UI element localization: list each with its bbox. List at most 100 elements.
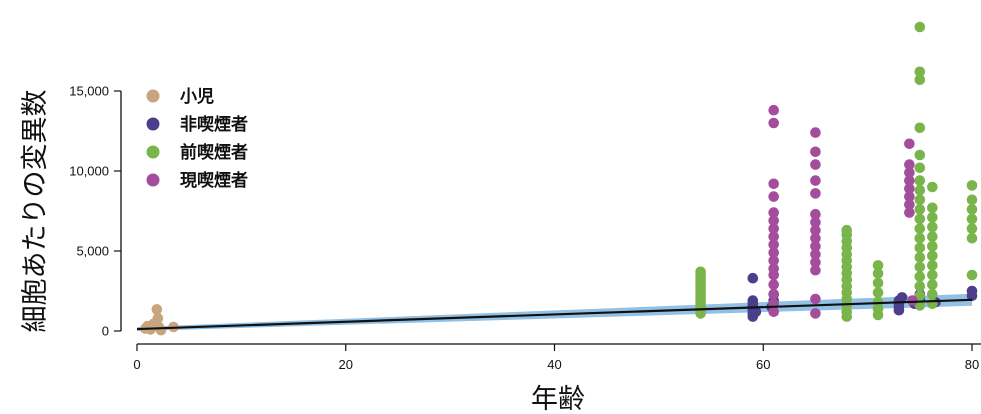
data-point — [904, 183, 915, 194]
data-point — [750, 306, 762, 318]
legend-label: 小児 — [180, 87, 214, 107]
data-point — [810, 264, 821, 276]
data-point — [768, 239, 779, 250]
data-point — [914, 242, 926, 254]
y-tick-label: 15,000 — [69, 84, 109, 99]
data-point — [966, 285, 978, 297]
data-point — [904, 175, 915, 186]
data-point — [151, 304, 163, 315]
data-point — [966, 213, 978, 225]
x-axis-title: 年齢 — [531, 384, 585, 414]
data-point — [914, 204, 926, 215]
data-point — [810, 188, 821, 199]
data-point — [872, 287, 884, 298]
data-point — [914, 194, 926, 206]
data-point — [966, 204, 978, 215]
data-point — [810, 224, 821, 236]
data-point — [914, 232, 926, 244]
x-tick-label: 20 — [339, 357, 353, 372]
y-axis-title: 細胞あたりの変異数 — [20, 90, 51, 333]
data-point — [914, 271, 926, 282]
x-tick-label: 60 — [756, 357, 770, 372]
data-point — [914, 280, 926, 292]
data-point — [914, 184, 926, 196]
data-point — [768, 104, 779, 116]
data-point — [927, 221, 938, 233]
x-tick-label: 80 — [965, 357, 979, 372]
data-point — [904, 207, 915, 218]
data-point — [768, 231, 779, 242]
data-point — [768, 223, 779, 234]
data-point — [810, 216, 821, 228]
y-ticks: 0 5,000 10,000 15,000 — [69, 84, 121, 339]
data-point — [966, 232, 978, 244]
legend-marker — [146, 117, 160, 131]
legend-label: 前喫煙者 — [180, 142, 248, 163]
data-point — [810, 159, 821, 170]
x-ticks: 0 20 40 60 80 — [133, 344, 979, 372]
data-point — [927, 269, 938, 281]
legend-label: 非喫煙者 — [180, 114, 248, 135]
data-point — [747, 295, 759, 306]
legend-marker — [146, 173, 160, 187]
data-point — [152, 312, 164, 324]
data-point — [914, 213, 926, 225]
data-points-layer — [140, 21, 978, 336]
data-point — [768, 255, 779, 266]
data-point — [810, 256, 821, 268]
data-point — [927, 279, 938, 290]
data-point — [914, 162, 926, 174]
legend-marker — [146, 145, 160, 159]
data-point — [872, 277, 884, 289]
data-point — [904, 138, 915, 150]
data-point — [927, 231, 938, 242]
legend-marker — [146, 89, 160, 103]
data-point — [904, 159, 915, 170]
data-point — [914, 175, 926, 186]
data-point — [914, 252, 926, 263]
data-point — [810, 127, 821, 138]
fit-line-layer — [136, 298, 973, 331]
data-point — [914, 223, 926, 234]
y-tick-label: 10,000 — [69, 164, 109, 179]
y-tick-label: 0 — [102, 324, 109, 339]
data-point — [914, 66, 926, 78]
data-point — [747, 272, 759, 284]
data-point — [768, 191, 779, 202]
data-point — [927, 240, 938, 252]
fit-line — [136, 298, 973, 331]
data-point — [810, 146, 821, 158]
data-point — [914, 261, 926, 273]
data-point — [907, 295, 918, 306]
x-tick-label: 0 — [133, 357, 140, 372]
data-point — [768, 178, 779, 190]
data-point — [966, 223, 978, 234]
data-point — [914, 149, 926, 161]
data-point — [768, 279, 779, 290]
legend-label: 現喫煙者 — [180, 170, 248, 191]
data-point — [768, 215, 779, 226]
data-point — [768, 288, 779, 300]
data-point — [872, 260, 884, 271]
data-point — [695, 266, 706, 278]
data-point — [914, 74, 926, 86]
data-point — [914, 122, 926, 134]
data-point — [872, 268, 884, 279]
y-tick-label: 5,000 — [76, 244, 109, 259]
data-point — [927, 202, 938, 214]
x-tick-label: 40 — [547, 357, 561, 372]
data-point — [810, 240, 821, 252]
data-point — [927, 212, 938, 223]
data-point — [810, 175, 821, 186]
data-point — [927, 181, 938, 193]
data-point — [966, 180, 978, 191]
data-point — [810, 308, 821, 319]
data-point — [927, 288, 938, 300]
axes — [120, 91, 981, 345]
data-point — [914, 21, 926, 33]
data-point — [768, 306, 779, 318]
data-point — [904, 199, 915, 210]
data-point — [768, 117, 779, 129]
data-point — [810, 232, 821, 244]
